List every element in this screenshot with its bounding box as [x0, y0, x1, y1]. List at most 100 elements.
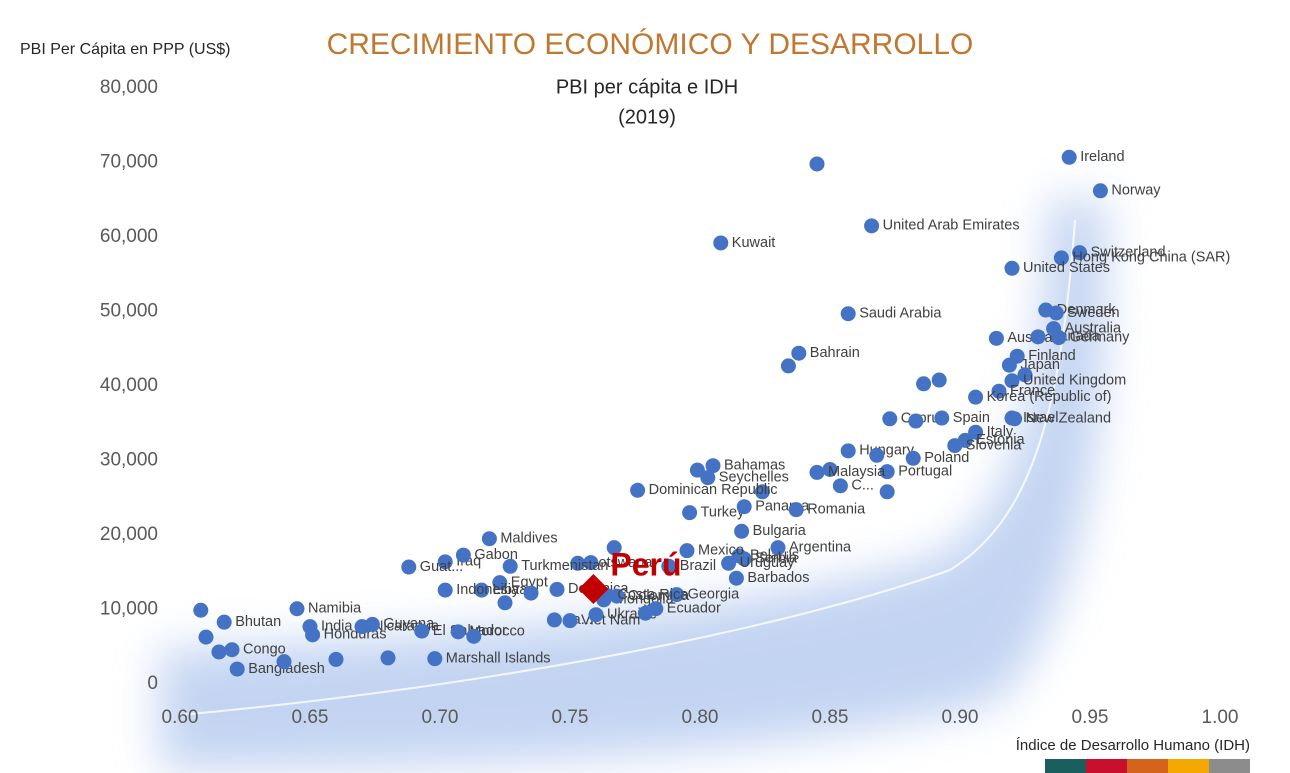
point-label: Estonia: [976, 432, 1025, 448]
point-label: Maldives: [500, 531, 557, 547]
point: [1007, 411, 1023, 427]
x-axis-label: Índice de Desarrollo Humano (IDH): [1016, 737, 1250, 754]
point-label: Spain: [953, 410, 990, 426]
y-tick-label: 80,000: [100, 77, 158, 98]
x-tick-label: 0.75: [552, 707, 589, 728]
point: [1061, 149, 1077, 165]
x-tick-label: 0.60: [162, 707, 199, 728]
y-tick-label: 20,000: [100, 524, 158, 545]
point-label: Austria: [1007, 330, 1053, 346]
point: [721, 555, 737, 571]
point-label: Libya: [493, 582, 529, 598]
point-label: Saudi Arabia: [859, 306, 942, 322]
y-tick-label: 70,000: [100, 152, 158, 173]
trend-line: [179, 219, 1076, 716]
point-label: Romania: [807, 501, 866, 517]
point: [1053, 250, 1069, 266]
y-tick-label: 10,000: [100, 599, 158, 620]
point: [908, 413, 924, 429]
point: [1017, 367, 1033, 383]
point: [700, 470, 716, 486]
point-label: Slovenia: [966, 437, 1023, 453]
point: [450, 624, 466, 640]
point-label: Finland: [1028, 348, 1076, 364]
point: [492, 575, 508, 591]
point: [481, 531, 497, 547]
point: [523, 585, 539, 601]
point-label: Seychelles: [719, 469, 789, 485]
point: [193, 602, 209, 618]
point: [780, 358, 796, 374]
y-tick-label: 0: [147, 673, 158, 694]
point: [864, 218, 880, 234]
point: [497, 595, 513, 611]
point-label: C...: [851, 478, 874, 494]
point: [882, 411, 898, 427]
point: [466, 628, 482, 644]
point-label: Italy: [987, 424, 1014, 440]
point-label: Hong Kong China (SAR): [1072, 250, 1230, 266]
point-label: India: [321, 618, 353, 634]
point: [1004, 373, 1020, 389]
point-label: Guat...: [420, 559, 464, 575]
point-label: Denmark: [1057, 302, 1117, 318]
point: [734, 523, 750, 539]
point: [224, 642, 240, 658]
y-tick-label: 60,000: [100, 226, 158, 247]
point-label: Germany: [1070, 329, 1130, 345]
point-label: Turkmenistan: [521, 558, 608, 574]
color-strip: [1045, 759, 1086, 773]
point: [661, 558, 677, 574]
highlight-point: [578, 574, 609, 605]
point: [1004, 260, 1020, 276]
point-label: Bulgaria: [753, 523, 807, 539]
point-label: Australia: [1065, 320, 1122, 336]
point-label: Norway: [1111, 183, 1161, 199]
color-strip: [1209, 759, 1250, 773]
point: [229, 661, 245, 677]
point: [637, 605, 653, 621]
point-label: Korea (Republic of): [987, 389, 1112, 405]
point: [1072, 245, 1088, 261]
point: [606, 540, 622, 556]
chart-subtitle: PBI per cápita e IDH: [556, 76, 738, 98]
chart-year: (2019): [618, 106, 676, 128]
point: [305, 627, 321, 643]
point: [679, 543, 695, 559]
point: [905, 450, 921, 466]
point-label: United Kingdom: [1023, 373, 1126, 389]
color-strip: [1127, 759, 1168, 773]
point-label: Dominican Republic: [649, 482, 778, 498]
point: [216, 614, 232, 630]
point-label: Indonesia: [456, 582, 520, 598]
color-strip: [1168, 759, 1209, 773]
point: [570, 555, 586, 571]
point-label: France: [1010, 383, 1055, 399]
point-label: Israel: [1023, 410, 1058, 426]
point: [879, 464, 895, 480]
point: [754, 484, 770, 500]
point-label: Barbados: [747, 570, 809, 586]
point: [869, 447, 885, 463]
point: [705, 458, 721, 474]
x-tick-label: 1.00: [1202, 707, 1239, 728]
point-label: Portugal: [898, 464, 952, 480]
point: [931, 372, 947, 388]
x-tick-label: 0.80: [682, 707, 719, 728]
point: [968, 389, 984, 405]
point-label: Bahrain: [810, 345, 860, 361]
point: [474, 582, 490, 598]
point: [364, 616, 380, 632]
point-label: Serbia: [755, 551, 798, 567]
point: [1092, 183, 1108, 199]
point-label: Switzerland: [1091, 244, 1166, 260]
point: [682, 505, 698, 521]
point: [728, 570, 744, 586]
point: [211, 644, 227, 660]
point: [549, 581, 565, 597]
point: [991, 383, 1007, 399]
y-tick-label: 30,000: [100, 450, 158, 471]
point: [1051, 330, 1067, 346]
point-label: Japan: [1020, 357, 1060, 373]
point: [630, 482, 646, 498]
